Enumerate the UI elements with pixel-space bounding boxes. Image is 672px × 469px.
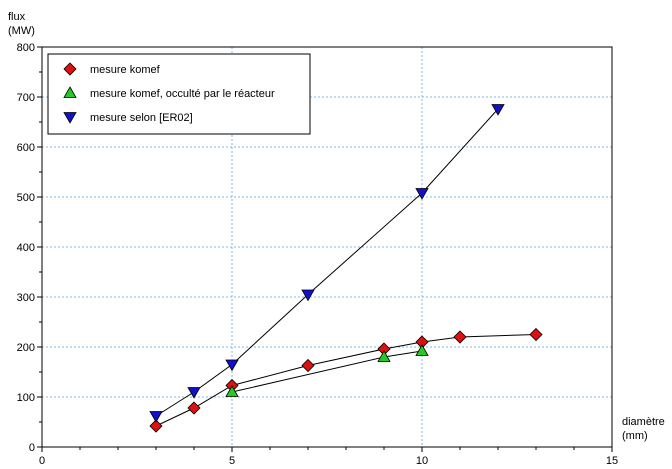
y-tick-label-6: 600 [17,142,35,154]
y-tick-label-0: 0 [29,442,35,454]
series-line-0 [155,334,537,427]
y-axis-title: flux [8,11,26,23]
series-0-point-0 [149,419,163,433]
x-axis-unit: (mm) [622,430,648,442]
legend-box [47,53,311,135]
y-tick-label-8: 800 [17,42,35,54]
y-tick-label-2: 200 [17,342,35,354]
axis-ticks: 0 5 10 15 0 100 200 300 400 500 600 700 800 [17,42,618,467]
y-tick-label-3: 300 [17,292,35,304]
series-1-point-2 [415,344,429,356]
legend-label-0: mesure komef [90,64,161,76]
series-2-point-5 [491,104,505,116]
series-0-point-3 [301,358,315,373]
legend: mesure komef mesure komef, occulté par l… [47,53,311,135]
x-tick-label-1: 5 [229,455,235,467]
series-0-point-7 [529,327,543,342]
legend-marker-2 [63,112,77,124]
y-axis-unit: (MW) [8,25,35,37]
series-0-point-6 [453,330,467,344]
x-axis-title: diamètre [622,416,665,428]
series-2-point-3 [301,289,315,302]
series-2-point-0 [149,411,163,423]
series-line-2 [155,108,499,417]
y-tick-label-4: 400 [17,242,35,254]
legend-marker-0 [63,62,77,76]
legend-label-1: mesure komef, occulté par le réacteur [90,88,275,100]
legend-label-2: mesure selon [ER02] [90,112,193,124]
series-markers [149,104,543,433]
x-tick-label-3: 15 [606,455,618,467]
series-1-point-0 [225,385,239,397]
y-tick-label-7: 700 [17,92,35,104]
series-2-point-4 [415,188,429,200]
x-tick-label-0: 0 [39,455,45,467]
series-line-1 [231,350,423,393]
series-2-point-1 [187,387,201,399]
series-lines [155,108,537,427]
x-tick-label-2: 10 [416,455,428,467]
series-2-point-2 [225,359,239,372]
series-0-point-1 [187,401,201,415]
y-tick-label-1: 100 [17,392,35,404]
legend-marker-1 [63,86,77,98]
y-tick-label-5: 500 [17,192,35,204]
legend-markers [63,62,77,124]
series-1-point-1 [377,350,391,362]
